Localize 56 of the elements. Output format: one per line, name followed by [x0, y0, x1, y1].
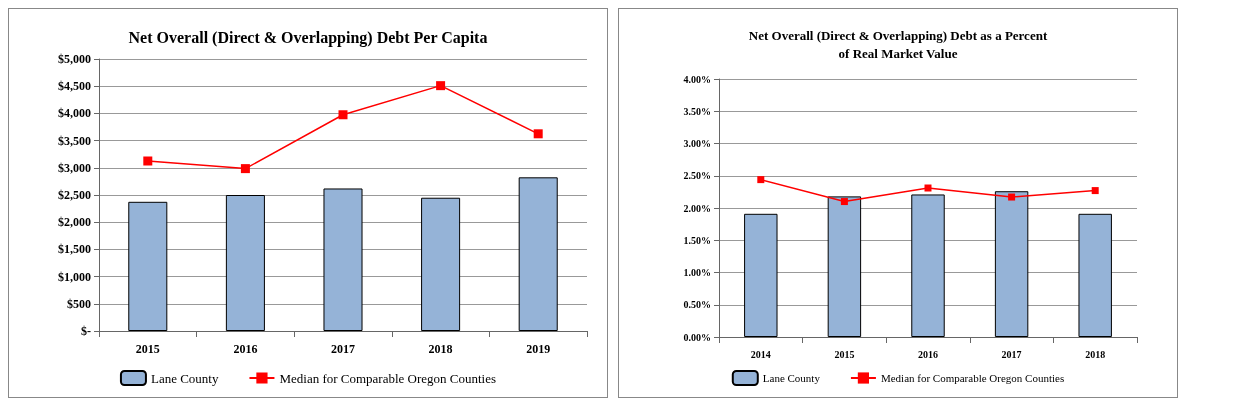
- bar: [128, 201, 168, 331]
- bar: [994, 191, 1029, 337]
- y-tick-label: 1.00%: [683, 267, 711, 278]
- y-tick-label: $3,500: [58, 133, 91, 148]
- point: [757, 176, 765, 184]
- bar: [827, 196, 862, 337]
- y-tick-label: $2,500: [58, 188, 91, 202]
- point: [1091, 187, 1099, 195]
- x-tick-label: 2015: [834, 348, 855, 360]
- y-tick-label: 2.00%: [683, 202, 711, 214]
- y-tick-label: $4,000: [58, 106, 91, 121]
- y-tick-label: $1,000: [58, 269, 91, 284]
- legend-label: Lane County: [150, 370, 219, 386]
- point: [924, 184, 932, 192]
- y-tick-label: $5,000: [58, 52, 91, 66]
- x-tick-label: 2017: [331, 342, 355, 356]
- y-tick-label: 0.00%: [683, 331, 711, 343]
- y-tick-label: $500: [67, 296, 91, 311]
- point: [840, 198, 848, 206]
- bar: [744, 213, 778, 337]
- legend-label: Lane County: [762, 372, 821, 384]
- y-tick-label: $3,000: [58, 160, 91, 175]
- y-tick-label: 1.50%: [683, 234, 711, 246]
- legend-label: Median for Comparable Oregon Counties: [279, 370, 497, 386]
- bar: [1078, 213, 1112, 337]
- y-tick-label: $4,500: [58, 79, 91, 94]
- point: [533, 129, 543, 139]
- chart-title: Net Overall (Direct & Overlapping) Debt as a Percent of Real Market Value: [748, 27, 1048, 61]
- x-tick-label: 2014: [750, 348, 771, 360]
- bar: [911, 194, 945, 337]
- bar: [323, 188, 363, 331]
- x-tick-label: 2016: [918, 348, 938, 360]
- x-tick-label: 2018: [1085, 348, 1106, 360]
- y-tick-label: 4.00%: [683, 73, 711, 85]
- x-tick-label: 2019: [526, 342, 551, 356]
- x-tick-label: 2016: [233, 342, 258, 356]
- point: [1008, 193, 1016, 201]
- x-tick-label: 2017: [1001, 348, 1022, 360]
- chart-title: Net Overall (Direct & Overlapping) Debt Per Capita: [128, 28, 488, 47]
- point: [143, 156, 153, 166]
- y-tick-label: $2,000: [58, 215, 91, 230]
- y-tick-label: $1,500: [58, 242, 91, 257]
- y-tick-label: 3.00%: [683, 138, 711, 149]
- x-tick-label: 2018: [428, 342, 453, 356]
- y-tick-label: 2.50%: [683, 170, 711, 182]
- bar: [421, 197, 461, 331]
- y-tick-label: $-: [81, 324, 91, 338]
- point: [240, 164, 250, 174]
- point: [338, 110, 348, 120]
- y-tick-label: 0.50%: [683, 299, 711, 311]
- x-tick-label: 2015: [135, 342, 160, 356]
- point: [436, 81, 446, 91]
- y-tick-label: 3.50%: [683, 105, 711, 117]
- bar: [225, 195, 265, 331]
- legend-label: Median for Comparable Oregon Counties: [880, 372, 1065, 384]
- bar: [518, 177, 558, 331]
